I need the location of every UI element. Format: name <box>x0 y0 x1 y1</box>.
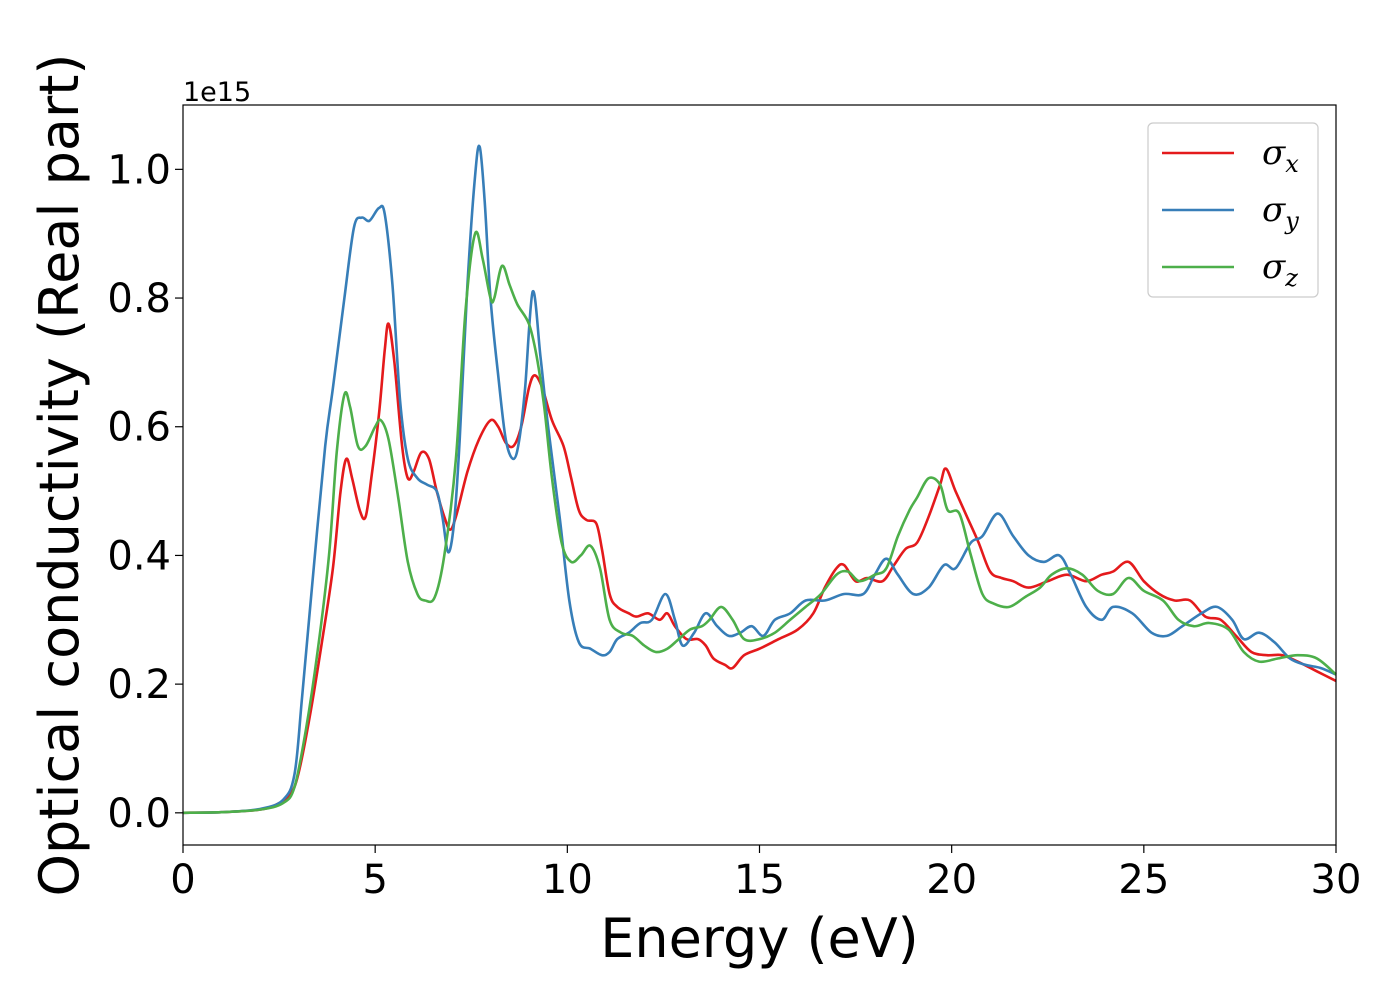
y-axis-label: Optical conductivity (Real part) <box>28 54 91 897</box>
y-tick-label: 1.0 <box>107 147 171 193</box>
legend-label-y: σy <box>1262 190 1299 235</box>
y-offset-label: 1e15 <box>183 77 251 108</box>
legend: σx σy σz <box>1147 122 1319 298</box>
x-tick-label: 5 <box>362 857 387 903</box>
y-axis: 0.0 0.2 0.4 0.6 0.8 1.0 <box>107 147 183 837</box>
x-tick-label: 10 <box>542 857 593 903</box>
y-tick-label: 0.0 <box>107 791 171 837</box>
legend-label-z: σz <box>1262 247 1298 292</box>
x-tick-label: 15 <box>734 857 785 903</box>
y-tick-label: 0.6 <box>107 405 171 451</box>
y-tick-label: 0.2 <box>107 662 171 708</box>
y-tick-label: 0.4 <box>107 533 171 579</box>
y-tick-label: 0.8 <box>107 276 171 322</box>
x-axis: 0 5 10 15 20 25 30 <box>170 845 1361 903</box>
series-line-x <box>182 322 1337 815</box>
x-axis-label: Energy (eV) <box>600 907 919 970</box>
x-tick-label: 30 <box>1311 857 1362 903</box>
x-tick-label: 0 <box>170 857 195 903</box>
x-tick-label: 20 <box>926 857 977 903</box>
x-tick-label: 25 <box>1118 857 1169 903</box>
series-layer <box>182 144 1337 815</box>
series-line-z <box>182 230 1337 815</box>
legend-label-x: σx <box>1262 133 1299 178</box>
series-line-y <box>182 144 1337 815</box>
